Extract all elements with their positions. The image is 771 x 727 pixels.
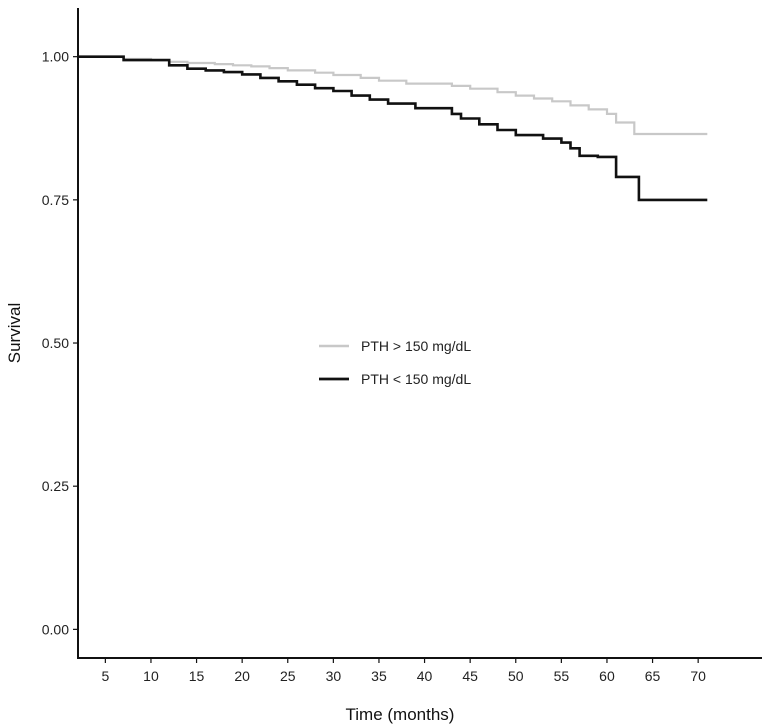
x-tick-label: 70: [690, 668, 706, 684]
x-tick-label: 15: [189, 668, 205, 684]
x-tick-label: 55: [554, 668, 570, 684]
x-tick-label: 5: [101, 668, 109, 684]
y-tick-label: 0.25: [42, 478, 69, 494]
x-tick-label: 20: [234, 668, 250, 684]
series-line-pth-below-150: [78, 55, 708, 202]
y-tick-label: 0.75: [42, 192, 69, 208]
y-axis-title: Survival: [5, 303, 24, 363]
series-layer: [78, 55, 708, 202]
y-tick-label: 1.00: [42, 49, 69, 65]
legend: PTH > 150 mg/dL PTH < 150 mg/dL: [319, 338, 471, 387]
x-tick-label: 10: [143, 668, 159, 684]
x-tick-label: 40: [417, 668, 433, 684]
axes-layer: 0.00 0.25 0.50 0.75 1.00 5 10 15 20 25 30 35 40 45 50 5…: [5, 8, 762, 724]
x-tick-label: 50: [508, 668, 524, 684]
legend-label-pth-below-150: PTH < 150 mg/dL: [361, 371, 471, 387]
x-tick-label: 35: [371, 668, 387, 684]
x-tick-label: 25: [280, 668, 296, 684]
x-tick-label: 45: [462, 668, 478, 684]
x-axis-title: Time (months): [346, 705, 455, 724]
series-line-pth-above-150: [78, 55, 708, 136]
x-tick-label: 65: [645, 668, 661, 684]
legend-label-pth-above-150: PTH > 150 mg/dL: [361, 338, 471, 354]
y-tick-label: 0.00: [42, 621, 69, 637]
x-tick-label: 30: [326, 668, 342, 684]
x-tick-label: 60: [599, 668, 615, 684]
y-tick-label: 0.50: [42, 335, 69, 351]
